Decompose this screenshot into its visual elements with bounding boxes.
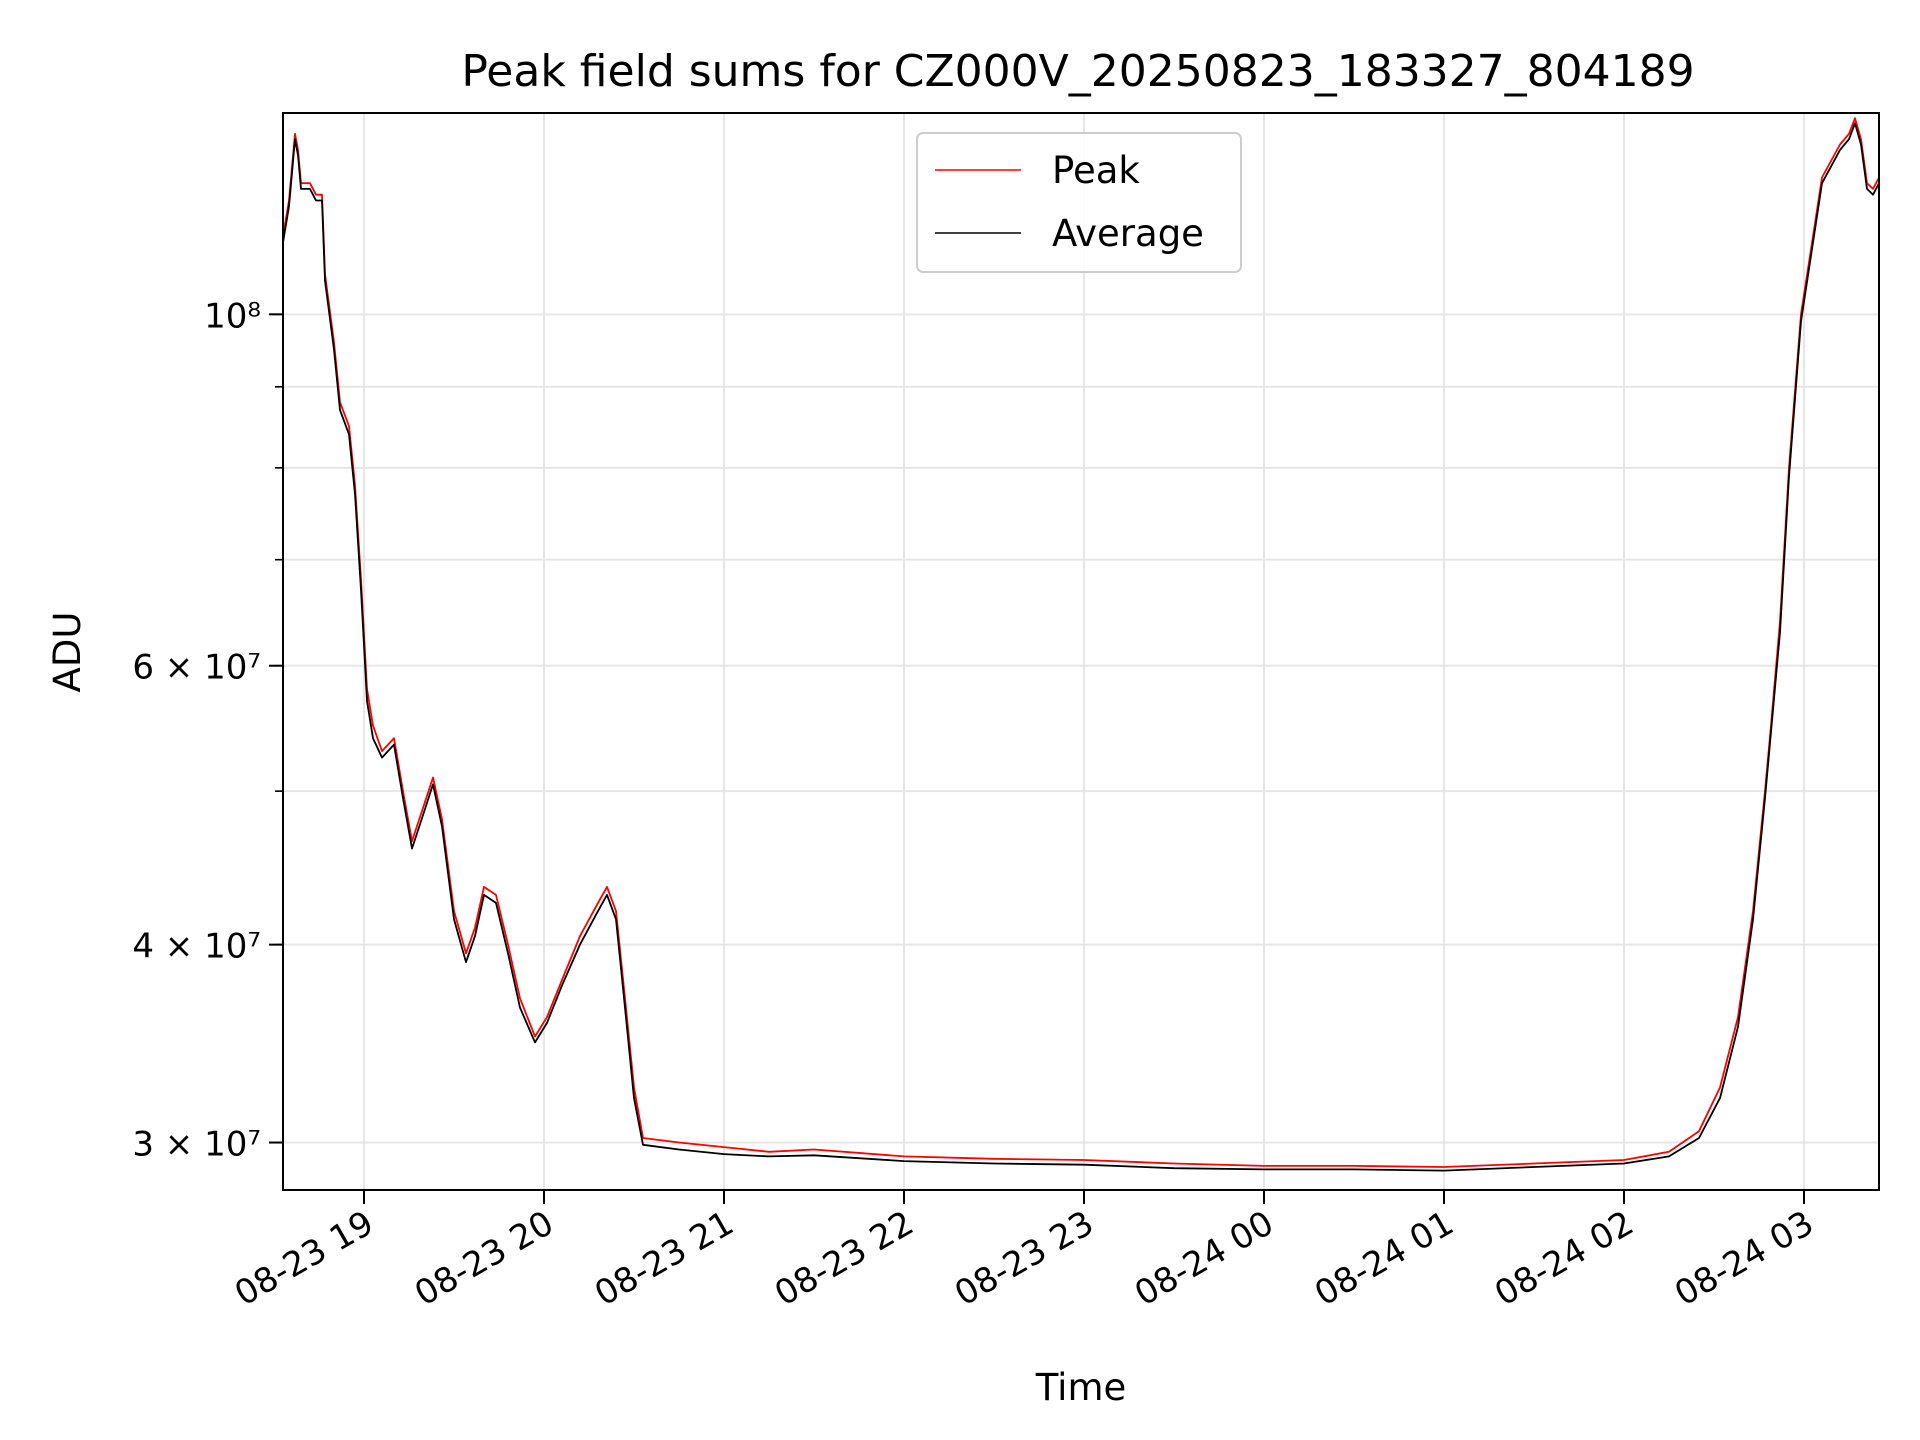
y-tick-label: 6 × 10⁷ (132, 648, 261, 688)
y-axis-label: ADU (46, 612, 89, 693)
y-axis: 3 × 10⁷ 4 × 10⁷ 6 × 10⁷ 10⁸ (132, 296, 283, 1165)
x-axis-label: Time (1035, 1366, 1127, 1409)
y-tick-label: 4 × 10⁷ (132, 927, 261, 967)
y-tick-label: 10⁸ (204, 296, 261, 336)
legend-box (916, 132, 1242, 273)
legend-label-average: Average (1052, 212, 1204, 255)
series-line-average (283, 122, 1879, 1172)
chart-title: Peak field sums for CZ000V_20250823_1833… (461, 46, 1694, 97)
y-tick-label: 3 × 10⁷ (132, 1125, 261, 1165)
plot-frame (282, 112, 1880, 1191)
series-layer (283, 117, 1879, 1172)
grid (283, 113, 1879, 1190)
legend: Peak Average (916, 132, 1242, 273)
legend-label-peak: Peak (1052, 149, 1140, 192)
